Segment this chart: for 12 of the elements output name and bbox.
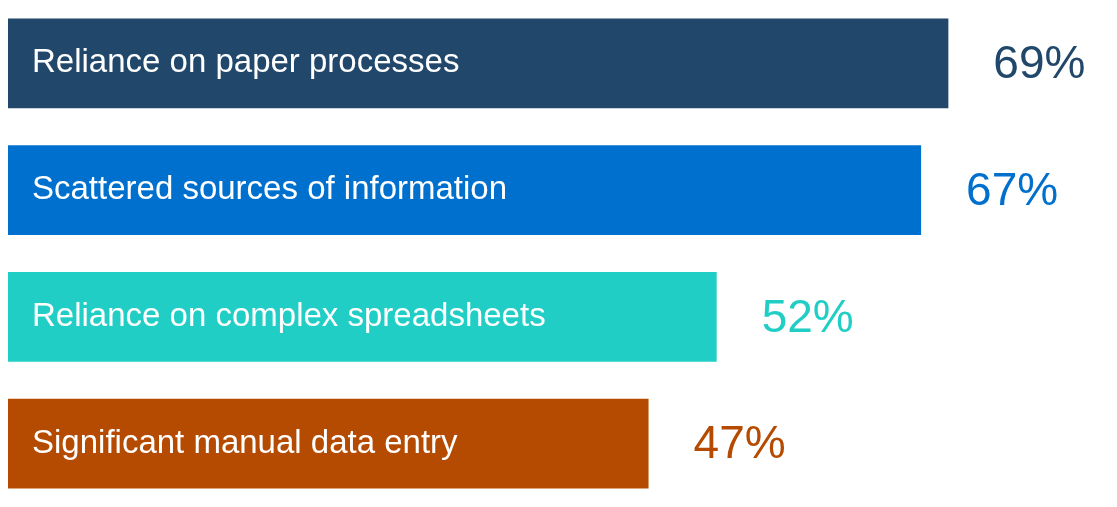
data-label: 52%	[761, 289, 854, 342]
data-label: 69%	[993, 36, 1086, 89]
data-label: 47%	[693, 416, 786, 469]
bar	[8, 145, 922, 236]
y-tick-label: Significant manual data entry	[32, 422, 459, 460]
y-tick-label: Reliance on complex spreadsheets	[32, 295, 546, 333]
data-label: 67%	[966, 162, 1059, 215]
y-tick-label: Reliance on paper processes	[32, 42, 460, 80]
bar	[8, 271, 717, 362]
bar	[8, 18, 949, 109]
y-tick-label: Scattered sources of information	[32, 169, 508, 207]
bar	[8, 398, 649, 489]
